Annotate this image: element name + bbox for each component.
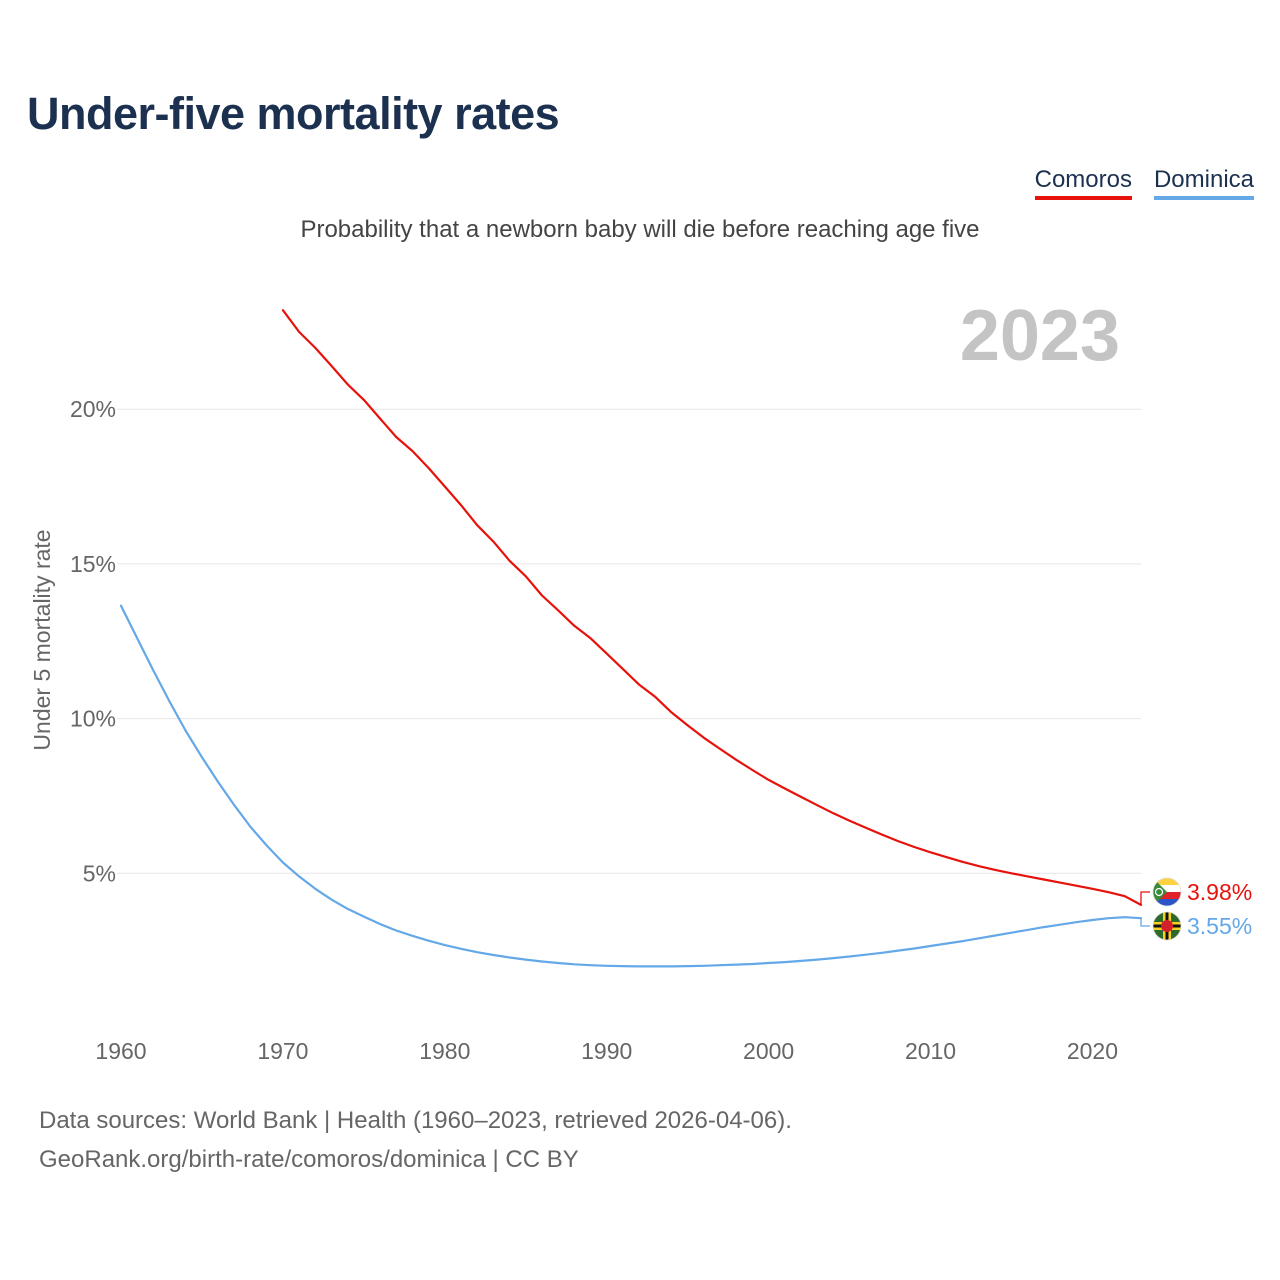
series-line-dominica[interactable] xyxy=(119,604,1143,968)
y-tick-label: 20% xyxy=(70,396,116,422)
series-line-comoros[interactable] xyxy=(281,309,1143,906)
x-tick-label: 2000 xyxy=(743,1038,794,1064)
chart-subtitle: Probability that a newborn baby will die… xyxy=(300,216,980,243)
x-tick-label: 1980 xyxy=(419,1038,470,1064)
comoros-flag-icon xyxy=(1152,877,1182,907)
y-axis-label: Under 5 mortality rate xyxy=(29,529,55,750)
year-label: 2023 xyxy=(960,296,1120,376)
legend-item-comoros[interactable]: Comoros xyxy=(1034,166,1132,200)
end-connector xyxy=(1140,918,1150,927)
legend-item-dominica[interactable]: Dominica xyxy=(1153,166,1254,200)
source-line-1: Data sources: World Bank | Health (1960–… xyxy=(39,1107,792,1134)
end-value-label-dominica: 3.55% xyxy=(1187,913,1252,939)
end-value-label-comoros: 3.98% xyxy=(1187,879,1252,905)
x-tick-label: 2010 xyxy=(905,1038,956,1064)
y-tick-label: 5% xyxy=(83,860,116,886)
dominica-flag-icon xyxy=(1152,911,1182,941)
x-tick-label: 1960 xyxy=(95,1038,146,1064)
source-line-2: GeoRank.org/birth-rate/comoros/dominica … xyxy=(39,1146,579,1173)
end-connector xyxy=(1140,891,1150,905)
x-tick-label: 2020 xyxy=(1067,1038,1118,1064)
x-tick-label: 1990 xyxy=(581,1038,632,1064)
chart-title: Under-five mortality rates xyxy=(27,88,560,139)
x-tick-label: 1970 xyxy=(257,1038,308,1064)
legend: Comoros Dominica xyxy=(1034,166,1254,200)
y-tick-label: 10% xyxy=(70,706,116,732)
y-tick-label: 15% xyxy=(70,551,116,577)
